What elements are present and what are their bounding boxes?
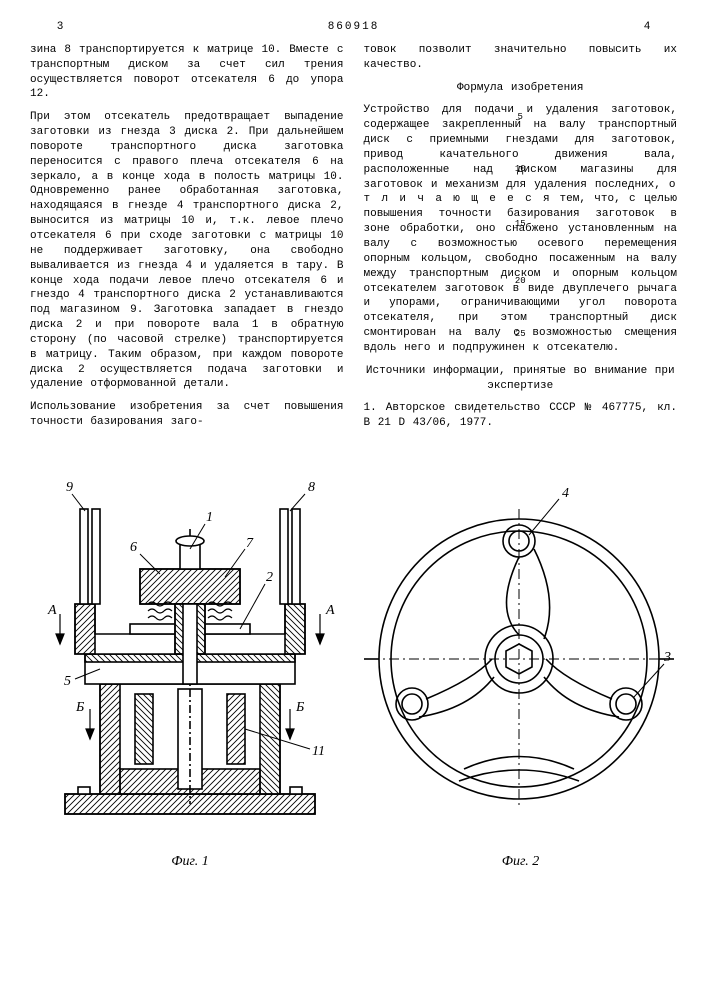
callout-A-right: A: [325, 603, 335, 618]
callout-7: 7: [246, 536, 254, 551]
callout-2: 2: [266, 570, 273, 585]
line-num-10: 10: [511, 163, 529, 175]
sources-title: Источники информации, принятые во вниман…: [364, 364, 678, 394]
right-column: 5 10 15 20 25 товок позволит значительно…: [364, 43, 678, 439]
callout-4: 4: [562, 486, 569, 501]
callout-8: 8: [308, 480, 315, 495]
fig2-label: Фиг. 2: [364, 853, 677, 872]
page-number-left: 3: [30, 20, 90, 35]
line-num-25: 25: [511, 328, 529, 340]
document-number: 860918: [90, 20, 617, 35]
callout-B-left: Б: [75, 700, 84, 715]
figure-2: 4 3 Фиг. 2: [364, 449, 677, 872]
page-number-right: 4: [617, 20, 677, 35]
callout-A-left: A: [47, 603, 57, 618]
callout-9: 9: [66, 480, 73, 495]
callout-3: 3: [663, 650, 671, 665]
source-1: 1. Авторское свидетельство СССР № 467775…: [364, 401, 678, 431]
line-num-20: 20: [511, 275, 529, 287]
fig1-label: Фиг. 1: [30, 853, 350, 872]
left-p1: зина 8 транспортируется к матрице 10. Вм…: [30, 43, 344, 102]
left-p2: При этом отсекатель предотвращает выпаде…: [30, 110, 344, 392]
figure-1: 9 8 6 1 7 2 A A 5 Б Б 11 Фиг. 1: [30, 449, 350, 872]
left-column: зина 8 транспортируется к матрице 10. Вм…: [30, 43, 344, 439]
right-p1: товок позволит значительно повысить их к…: [364, 43, 678, 73]
callout-5: 5: [64, 674, 71, 689]
callout-11: 11: [312, 744, 325, 759]
line-num-15: 15: [511, 218, 529, 230]
line-num-5: 5: [511, 111, 529, 123]
formula-title: Формула изобретения: [364, 81, 678, 96]
callout-B-right: Б: [295, 700, 304, 715]
left-p3: Использование изобретения за счет повыше…: [30, 400, 344, 430]
callout-6: 6: [130, 540, 137, 555]
callout-1: 1: [206, 510, 213, 525]
